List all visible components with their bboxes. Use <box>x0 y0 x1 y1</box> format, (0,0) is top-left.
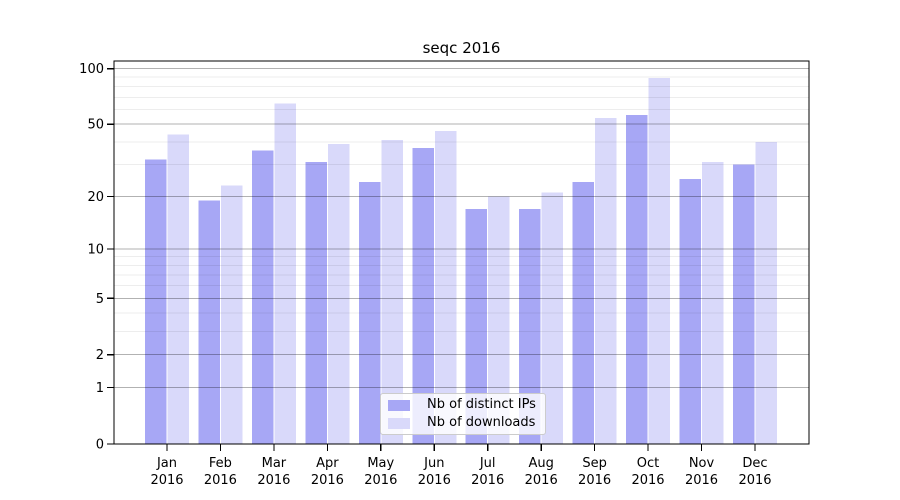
x-tick-label-year-nov: 2016 <box>685 473 718 488</box>
x-tick-label-month-apr: Apr <box>316 456 339 471</box>
x-tick-label-month-may: May <box>367 456 394 471</box>
x-tick-label-year-jun: 2016 <box>418 473 451 488</box>
bar-downloads-jan <box>167 134 189 444</box>
x-tick-label-month-aug: Aug <box>529 456 554 471</box>
y-tick-label-2: 2 <box>96 348 104 363</box>
x-tick-label-month-feb: Feb <box>209 456 232 471</box>
legend-swatch-downloads <box>388 417 410 429</box>
bar-distinct-ips-sep <box>572 182 595 444</box>
bar-downloads-aug <box>541 192 564 444</box>
bar-downloads-nov <box>702 162 724 444</box>
x-tick-label-month-jul: Jul <box>479 456 496 471</box>
bar-distinct-ips-feb <box>198 200 220 444</box>
x-tick-label-year-mar: 2016 <box>257 473 290 488</box>
bar-downloads-jun <box>434 130 457 444</box>
bar-distinct-ips-dec <box>733 164 755 444</box>
bar-distinct-ips-apr <box>305 162 327 444</box>
bar-distinct-ips-jun <box>412 148 434 444</box>
legend-label-downloads: Nb of downloads <box>427 415 536 430</box>
bar-downloads-oct <box>648 78 670 444</box>
y-tick-label-10: 10 <box>87 243 104 258</box>
legend-row-distinct-ips: Nb of distinct IPs <box>388 398 545 412</box>
x-tick-label-year-jul: 2016 <box>471 473 504 488</box>
y-tick-label-0: 0 <box>96 438 104 453</box>
bar-downloads-mar <box>274 103 296 445</box>
plot-border <box>113 60 810 445</box>
y-tick-label-5: 5 <box>96 292 104 307</box>
bar-downloads-feb <box>220 185 243 444</box>
x-tick-label-month-mar: Mar <box>262 456 287 471</box>
bar-downloads-apr <box>327 144 350 444</box>
bar-distinct-ips-may <box>358 182 381 444</box>
x-tick-label-year-may: 2016 <box>364 473 397 488</box>
y-tick-label-1: 1 <box>96 381 104 396</box>
legend-label-distinct-ips: Nb of distinct IPs <box>427 397 536 412</box>
y-tick-label-20: 20 <box>87 190 104 205</box>
x-tick-label-month-dec: Dec <box>742 456 767 471</box>
bar-distinct-ips-nov <box>679 179 701 444</box>
x-tick-label-year-feb: 2016 <box>204 473 237 488</box>
bar-distinct-ips-aug <box>519 208 541 444</box>
x-tick-label-year-dec: 2016 <box>738 473 771 488</box>
x-tick-label-month-jun: Jun <box>423 456 444 471</box>
bar-distinct-ips-mar <box>251 150 274 445</box>
bar-downloads-dec <box>755 142 777 444</box>
bar-downloads-jul <box>488 196 510 444</box>
bar-distinct-ips-jan <box>145 159 167 444</box>
bar-distinct-ips-oct <box>626 115 648 444</box>
legend: Nb of distinct IPs Nb of downloads <box>380 393 546 435</box>
y-tick-label-100: 100 <box>79 62 104 77</box>
chart-title: seqc 2016 <box>422 39 501 57</box>
x-tick-label-year-aug: 2016 <box>525 473 558 488</box>
bar-distinct-ips-jul <box>465 208 488 444</box>
x-tick-label-month-sep: Sep <box>582 456 607 471</box>
y-tick-label-50: 50 <box>87 118 104 133</box>
x-tick-label-year-sep: 2016 <box>578 473 611 488</box>
x-tick-label-year-apr: 2016 <box>311 473 344 488</box>
x-tick-label-month-jan: Jan <box>156 456 177 471</box>
x-tick-label-year-jan: 2016 <box>150 473 183 488</box>
legend-row-downloads: Nb of downloads <box>388 416 545 430</box>
x-tick-label-month-oct: Oct <box>637 456 659 471</box>
x-tick-label-year-oct: 2016 <box>631 473 664 488</box>
bar-downloads-sep <box>595 118 617 444</box>
legend-swatch-distinct-ips <box>388 399 410 411</box>
bar-downloads-may <box>381 140 403 444</box>
x-tick-label-month-nov: Nov <box>689 456 715 471</box>
